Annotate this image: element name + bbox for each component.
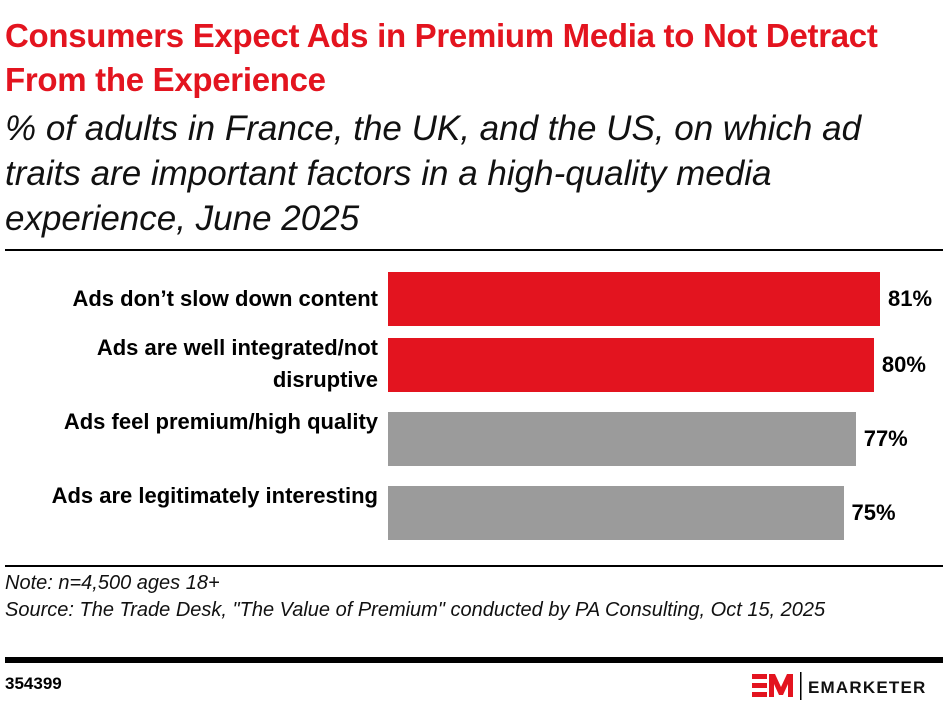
category-label: Ads don’t slow down content xyxy=(72,286,378,311)
note-text: Note: n=4,500 ages 18+ xyxy=(5,572,220,594)
divider xyxy=(5,249,943,251)
data-label: 81% xyxy=(888,286,933,311)
data-label: 80% xyxy=(881,352,926,377)
notes: Note: n=4,500 ages 18+ Source: The Trade… xyxy=(5,570,925,624)
divider-thick xyxy=(5,657,943,663)
svg-text:EMARKETER: EMARKETER xyxy=(808,678,926,697)
bar xyxy=(388,486,844,540)
divider xyxy=(5,565,943,567)
category-label: Ads feel premium/high quality xyxy=(63,409,378,434)
chart-title: Consumers Expect Ads in Premium Media to… xyxy=(5,17,878,98)
source-text: Source: The Trade Desk, "The Value of Pr… xyxy=(5,599,826,621)
category-label: Ads are well integrated/not disruptive xyxy=(96,335,378,392)
data-label: 75% xyxy=(851,500,896,525)
category-label: Ads are legitimately interesting xyxy=(51,483,378,508)
data-label: 77% xyxy=(863,426,908,451)
bar-chart: Ads don’t slow down content 81% Ads are we… xyxy=(0,260,940,550)
chart-subtitle: % of adults in France, the UK, and the U… xyxy=(5,109,862,238)
emarketer-logo: EMARKETER xyxy=(750,670,942,702)
bar xyxy=(388,412,856,466)
bar xyxy=(388,272,880,326)
bar xyxy=(388,338,874,392)
chart-id: 354399 xyxy=(5,674,62,693)
